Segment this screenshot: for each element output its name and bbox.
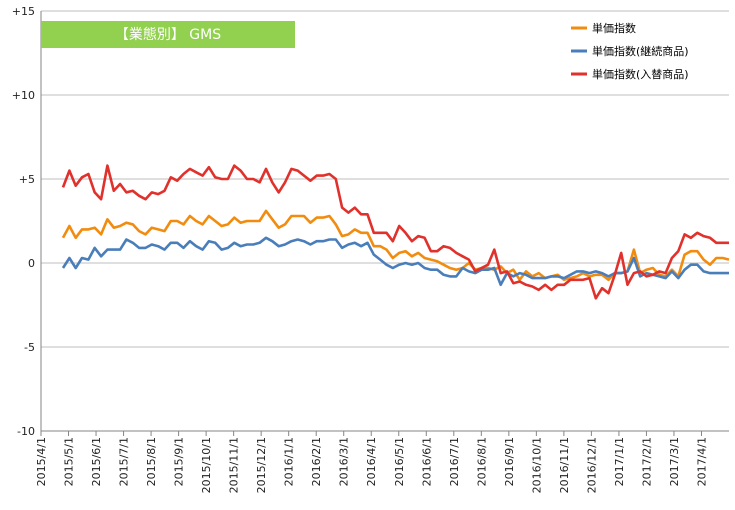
legend-label-2: 単価指数(継続商品) <box>592 44 689 58</box>
x-tick-label: 2015/8/1 <box>145 437 158 486</box>
x-tick-label: 2016/11/1 <box>558 437 571 493</box>
x-tick-label: 2016/3/1 <box>338 437 351 486</box>
y-tick-label: -5 <box>24 341 35 354</box>
y-tick-label: 0 <box>28 257 35 270</box>
x-tick-label: 2015/6/1 <box>90 437 103 486</box>
x-tick-label: 2016/12/1 <box>585 437 598 493</box>
y-tick-label: +5 <box>19 173 35 186</box>
x-tick-label: 2016/6/1 <box>420 437 433 486</box>
x-tick-label: 2016/9/1 <box>503 437 516 486</box>
x-tick-label: 2017/2/1 <box>640 437 653 486</box>
chart-title: 【業態別】 GMS <box>115 27 221 43</box>
x-tick-label: 2015/11/1 <box>228 437 241 493</box>
legend-label-1: 単価指数 <box>592 21 636 35</box>
x-tick-label: 2017/4/1 <box>695 437 708 486</box>
series-lines <box>61 164 730 300</box>
y-tick-label: -10 <box>17 425 35 438</box>
x-tick-label: 2016/8/1 <box>475 437 488 486</box>
legend-label-3: 単価指数(入替商品) <box>592 67 689 81</box>
x-tick-label: 2016/10/1 <box>530 437 543 493</box>
x-tick-label: 2016/5/1 <box>393 437 406 486</box>
y-axis: +15 +10 +5 0 -5 -10 <box>12 5 42 438</box>
y-tick-label: +15 <box>12 5 35 18</box>
x-axis: 2015/4/1 2015/5/1 2015/6/1 2015/7/1 2015/8/1… <box>35 430 729 493</box>
x-tick-label: 2015/5/1 <box>63 437 76 486</box>
x-tick-label: 2016/7/1 <box>448 437 461 486</box>
x-tick-label: 2015/4/1 <box>35 437 48 486</box>
x-tick-label: 2015/7/1 <box>118 437 131 486</box>
x-tick-label: 2016/1/1 <box>283 437 296 486</box>
chart-title-box: 【業態別】 GMS <box>41 21 295 48</box>
x-tick-label: 2017/3/1 <box>668 437 681 486</box>
y-tick-label: +10 <box>12 89 35 102</box>
series-line-2 <box>61 236 729 287</box>
chart-title-background <box>41 21 295 48</box>
x-tick-label: 2016/2/1 <box>310 437 323 486</box>
series-line-3 <box>61 164 729 300</box>
x-tick-label: 2015/12/1 <box>255 437 268 493</box>
x-tick-label: 2015/10/1 <box>200 437 213 493</box>
x-tick-label: 2017/1/1 <box>613 437 626 486</box>
x-tick-label: 2016/4/1 <box>365 437 378 486</box>
x-tick-label: 2015/9/1 <box>173 437 186 486</box>
